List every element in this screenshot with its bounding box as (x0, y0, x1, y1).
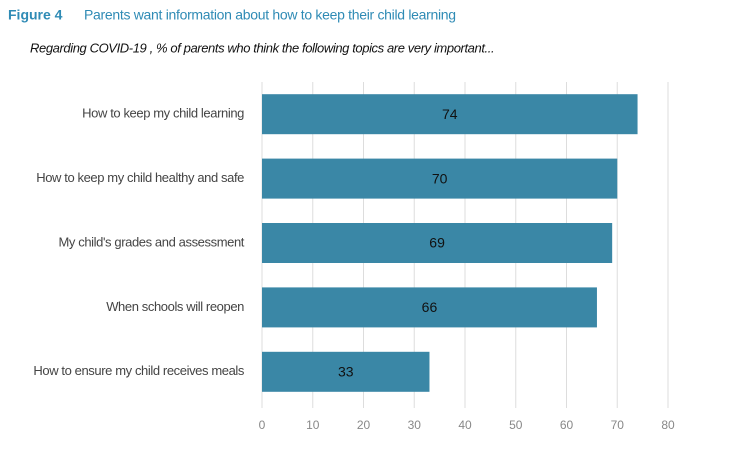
value-label: 69 (429, 235, 445, 251)
y-tick-label: How to ensure my child receives meals (33, 363, 245, 378)
value-label: 70 (432, 170, 448, 186)
chart-subtitle: Regarding COVID-19 , % of parents who th… (30, 40, 494, 55)
figure-label: Figure 4 (8, 7, 63, 23)
value-label: 66 (422, 299, 438, 315)
x-tick-label: 50 (509, 418, 523, 432)
chart-title: Parents want information about how to ke… (84, 7, 456, 23)
x-tick-label: 60 (560, 418, 574, 432)
x-tick-label: 40 (458, 418, 472, 432)
bar (262, 223, 613, 263)
bar (262, 158, 618, 199)
x-tick-label: 70 (611, 418, 625, 432)
y-tick-label: When schools will reopen (106, 299, 244, 314)
x-tick-label: 0 (259, 418, 266, 432)
y-tick-label: How to keep my child learning (82, 106, 244, 121)
value-label: 74 (442, 106, 458, 122)
x-tick-label: 80 (661, 418, 675, 432)
x-tick-label: 30 (408, 418, 422, 432)
bar (262, 351, 430, 392)
y-tick-label: How to keep my child healthy and safe (36, 170, 244, 185)
x-tick-label: 10 (306, 418, 320, 432)
bar (262, 94, 638, 135)
bar (262, 287, 597, 328)
y-tick-label: My child's grades and assessment (59, 234, 245, 249)
value-label: 33 (338, 364, 354, 380)
x-tick-label: 20 (357, 418, 371, 432)
